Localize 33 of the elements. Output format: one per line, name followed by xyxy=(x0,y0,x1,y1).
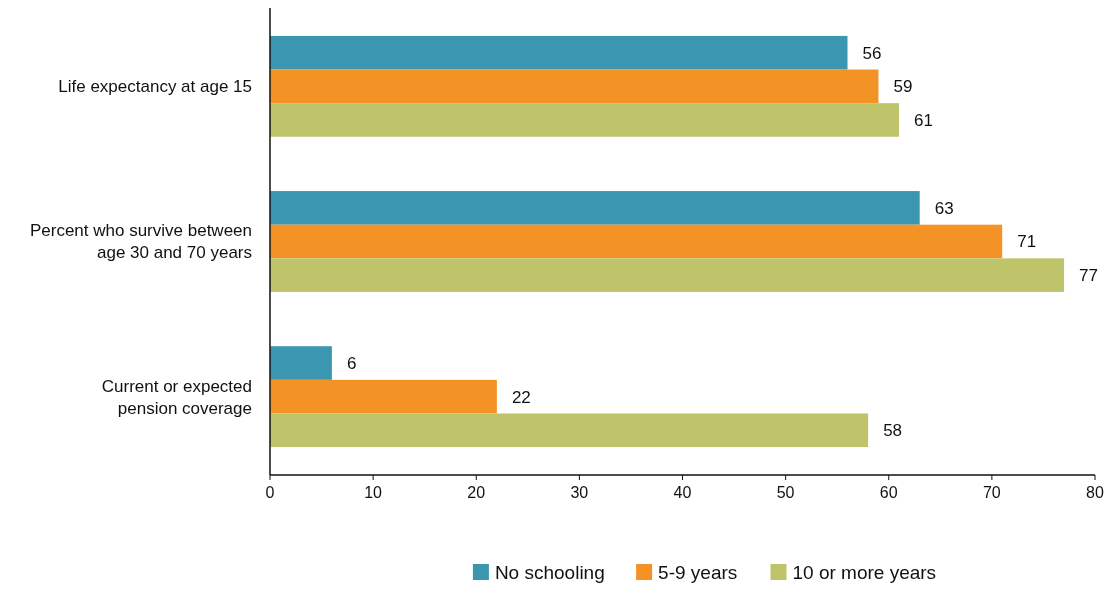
bar xyxy=(270,258,1065,292)
x-tick-label: 40 xyxy=(673,484,692,501)
x-tick-label: 80 xyxy=(1086,484,1104,501)
x-tick-label: 70 xyxy=(982,484,1001,501)
legend-label: 5-9 years xyxy=(658,561,738,583)
data-label: 59 xyxy=(893,77,913,97)
bar xyxy=(270,191,920,225)
bar xyxy=(270,35,848,70)
data-label: 22 xyxy=(511,387,531,407)
data-label: 63 xyxy=(934,198,954,218)
bar xyxy=(270,224,1003,259)
y-tick-label: Percent who survive between age 30 and 70 years xyxy=(29,221,252,263)
data-label: 58 xyxy=(883,421,903,441)
bar xyxy=(270,346,332,380)
y-tick-label: Current or expected pension coverage xyxy=(101,376,252,418)
legend-label: 10 or more years xyxy=(792,561,937,583)
x-tick-label: 10 xyxy=(364,484,383,501)
x-tick-label: 60 xyxy=(879,484,898,501)
data-label: 71 xyxy=(1017,232,1037,252)
data-label: 6 xyxy=(346,353,357,373)
data-label: 77 xyxy=(1079,266,1098,286)
y-tick-label: Life expectancy at age 15 xyxy=(58,77,252,97)
x-tick-label: 0 xyxy=(265,484,275,501)
bar xyxy=(270,379,497,414)
x-tick-label: 50 xyxy=(776,484,795,501)
bar xyxy=(270,103,900,137)
data-label: 56 xyxy=(862,43,882,63)
legend-label: No schooling xyxy=(494,561,605,583)
data-label: 61 xyxy=(914,110,933,130)
bar xyxy=(270,69,879,104)
x-tick-label: 30 xyxy=(570,484,589,501)
x-tick-label: 20 xyxy=(467,484,486,501)
bar xyxy=(270,413,869,448)
